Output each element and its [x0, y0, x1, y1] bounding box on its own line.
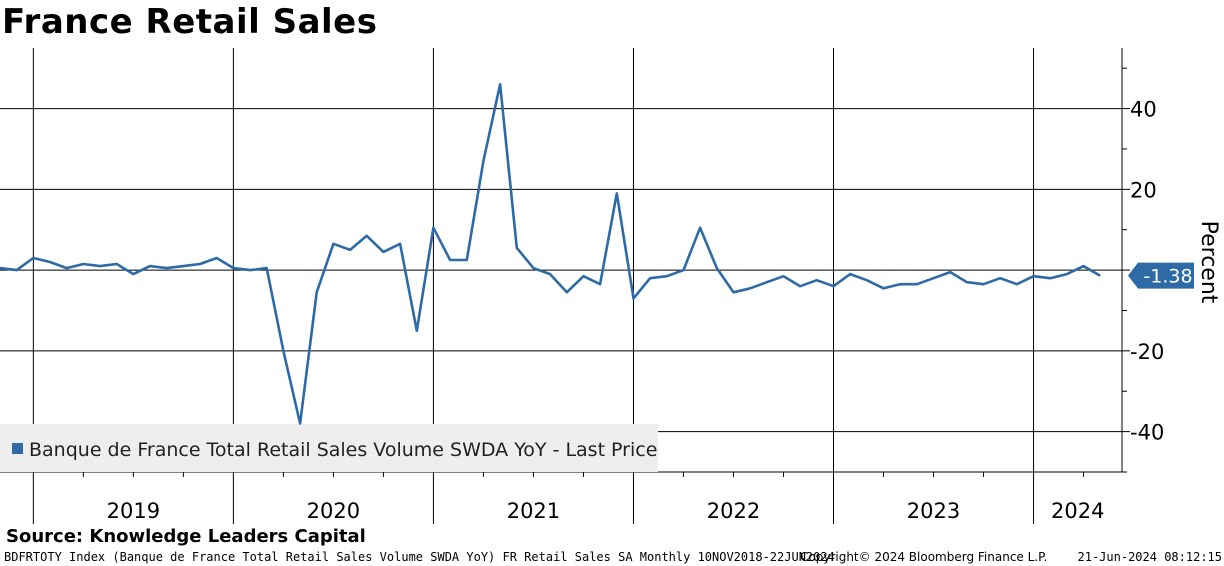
series-line: [0, 83, 1101, 425]
legend: Banque de France Total Retail Sales Volu…: [0, 424, 658, 472]
last-value-box: [1128, 262, 1194, 289]
x-tick-label-2024: 2024: [1051, 499, 1104, 523]
series-layer: [0, 83, 1101, 425]
x-tick-label-2021: 2021: [507, 499, 560, 523]
legend-entry-label: Banque de France Total Retail Sales Volu…: [29, 439, 657, 461]
last-value-label: -1.38: [1143, 266, 1192, 288]
legend-background: [0, 424, 658, 472]
x-tick-label-2023: 2023: [907, 499, 960, 523]
y-axis-title: Percent: [1196, 221, 1221, 304]
last-value-marker: -1.38: [1128, 262, 1194, 289]
source-line: Source: Knowledge Leaders Capital: [6, 526, 366, 547]
legend-swatch: [12, 443, 23, 454]
x-axis-year-labels: 2019 2020 2021 2022 2023 2024: [107, 499, 1105, 523]
footer-timestamp: 21-Jun-2024 08:12:15: [1077, 550, 1223, 564]
footer-copyright: Copyright© 2024 Bloomberg Finance L.P.: [800, 550, 1048, 564]
y-tick-label--40: -40: [1130, 421, 1164, 445]
y-axis: -40 -20 20 40: [1122, 67, 1164, 473]
x-tick-label-2019: 2019: [107, 499, 160, 523]
x-tick-label-2020: 2020: [307, 499, 360, 523]
y-tick-label-20: 20: [1130, 178, 1157, 202]
x-tick-label-2022: 2022: [707, 499, 760, 523]
footer-description: BDFRTOTY Index (Banque de France Total R…: [4, 550, 835, 564]
chart-title: France Retail Sales: [2, 2, 378, 42]
y-tick-label-40: 40: [1130, 98, 1157, 122]
y-tick-label--20: -20: [1130, 340, 1164, 364]
